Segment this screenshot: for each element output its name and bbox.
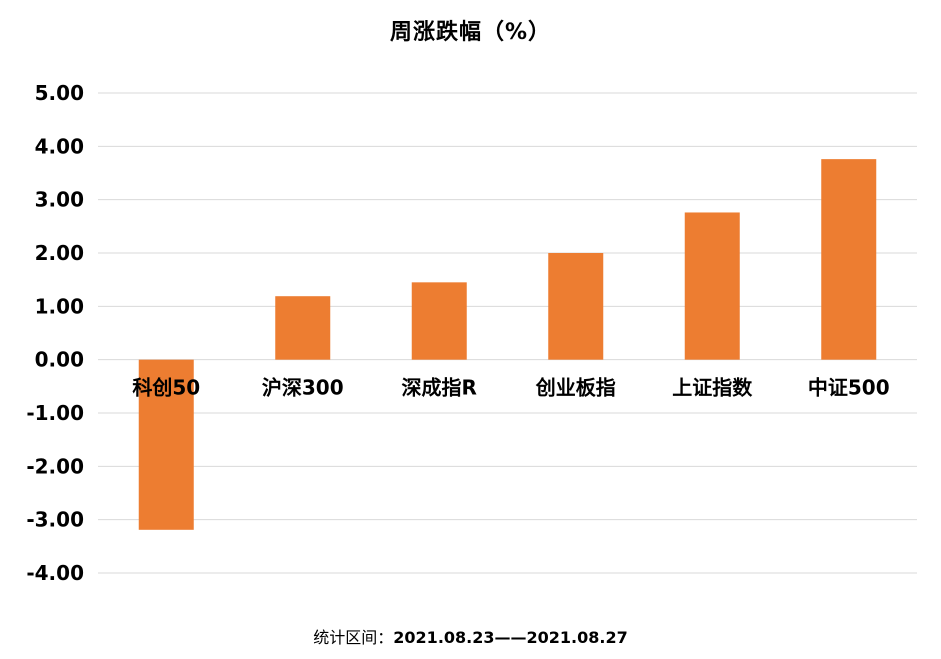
y-tick-label: -2.00 — [26, 454, 84, 478]
statistics-period-footnote: 统计区间：2021.08.23——2021.08.27 — [0, 624, 941, 648]
bar — [548, 253, 604, 360]
y-tick-label: 3.00 — [35, 188, 84, 212]
y-axis-tick-labels: 5.00 4.00 3.00 2.00 1.00 0.00 -1.00 -2.00 -3.00 -… — [26, 81, 84, 585]
x-category-label: 上证指数 — [672, 376, 753, 400]
y-tick-label: 0.00 — [35, 348, 84, 372]
bars — [138, 159, 877, 530]
footnote-label: 统计区间： — [313, 628, 394, 647]
x-category-label: 沪深300 — [262, 376, 344, 400]
bar — [275, 296, 331, 360]
x-category-label: 创业板指 — [535, 376, 616, 400]
y-tick-label: 1.00 — [35, 294, 84, 318]
x-category-label: 深成指R — [402, 376, 477, 400]
x-category-label: 科创50 — [132, 376, 200, 400]
bar — [821, 159, 877, 360]
bar — [411, 282, 467, 360]
y-tick-label: 4.00 — [35, 134, 84, 158]
y-tick-label: -3.00 — [26, 508, 84, 532]
x-category-label: 中证500 — [808, 376, 890, 400]
y-tick-label: 5.00 — [35, 81, 84, 105]
bar — [684, 212, 740, 360]
y-tick-label: -4.00 — [26, 561, 84, 585]
x-axis-category-labels: 科创50 沪深300 深成指R 创业板指 上证指数 中证500 — [132, 376, 889, 400]
gridlines — [98, 92, 917, 574]
bar — [138, 359, 194, 530]
footnote-date-range: 2021.08.23——2021.08.27 — [393, 628, 628, 647]
y-tick-label: -1.00 — [26, 401, 84, 425]
chart-title: 周涨跌幅（%） — [389, 20, 552, 45]
y-tick-label: 2.00 — [35, 241, 84, 265]
